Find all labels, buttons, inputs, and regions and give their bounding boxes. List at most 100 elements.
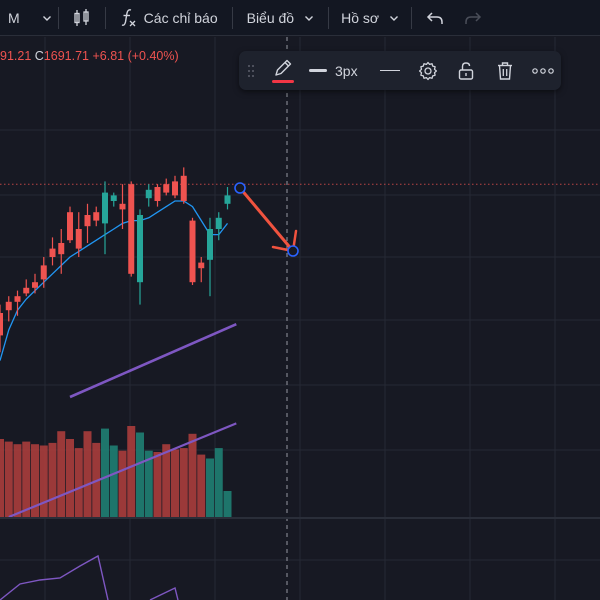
pencil-icon	[275, 59, 292, 76]
volume-bar	[22, 441, 31, 517]
volume-bar	[31, 444, 39, 517]
volume-bar	[13, 444, 22, 517]
candle-body	[224, 195, 231, 204]
toolbar-divider	[57, 6, 59, 29]
candle-body	[40, 265, 47, 280]
line-width-icon	[309, 69, 327, 72]
volume-bar	[0, 439, 4, 517]
undo-icon	[427, 11, 443, 24]
slow-ma-line	[69, 323, 237, 399]
toolbar-divider	[104, 6, 106, 29]
redo-button[interactable]	[454, 0, 492, 36]
candle-body	[32, 282, 38, 288]
candle-body	[163, 184, 170, 193]
line-width-label: 3px	[335, 62, 358, 79]
volume-bar	[153, 452, 162, 517]
candle-body	[119, 203, 126, 210]
candle-body	[58, 243, 65, 255]
line-width-button[interactable]: 3px	[309, 51, 363, 90]
drag-handle[interactable]	[243, 51, 259, 90]
chevron-down-icon	[390, 15, 399, 21]
trend-line[interactable]	[238, 186, 295, 253]
indicators-button[interactable]: Các chỉ báo	[106, 0, 232, 36]
volume-bar	[48, 442, 57, 517]
drawing-toolbar: 3px	[239, 51, 561, 90]
volume-bar	[136, 432, 144, 517]
delete-button[interactable]	[491, 51, 519, 90]
volume-bar	[74, 448, 83, 517]
volume-bar	[4, 441, 13, 517]
legend-open-partial: 91.21	[0, 49, 32, 63]
line-style-icon	[380, 69, 400, 72]
volume-bars	[0, 426, 232, 517]
price-chart[interactable]	[0, 37, 600, 600]
drag-grip-icon	[248, 64, 254, 77]
candles	[0, 167, 231, 353]
volume-bar	[214, 448, 223, 517]
volume-bar	[109, 445, 118, 517]
interval-button[interactable]: M	[0, 0, 58, 36]
volume-bar	[101, 428, 109, 517]
legend-change: +6.81	[92, 49, 125, 63]
legend-change-pct: (+0.40%)	[127, 49, 179, 63]
volume-bar	[118, 450, 127, 517]
candle-body	[14, 296, 21, 302]
settings-button[interactable]	[414, 51, 442, 90]
volume-bar	[188, 433, 197, 517]
chart-menu-button[interactable]: Biểu đồ	[233, 0, 328, 36]
volume-bar	[197, 454, 206, 517]
legend-close-value: 1691.71	[43, 49, 89, 63]
candle-body	[84, 215, 91, 227]
top-toolbar: M Các chỉ báo Biểu đồ Hồ sơ	[0, 0, 600, 36]
candle-body	[23, 287, 30, 294]
toolbar-divider	[231, 6, 233, 29]
more-icon	[532, 67, 554, 74]
volume-ma-line	[8, 422, 237, 519]
candle-body	[189, 220, 196, 283]
candle-body	[137, 215, 143, 283]
more-button[interactable]	[529, 51, 557, 90]
candle-body	[180, 175, 187, 201]
toolbar-divider	[328, 6, 330, 29]
volume-bar	[179, 448, 188, 517]
chart-menu-label: Biểu đồ	[246, 9, 295, 26]
volume-bar	[162, 444, 171, 517]
volume-bar	[66, 439, 74, 517]
candle-body	[128, 184, 135, 274]
volume-bar	[171, 449, 179, 517]
oscillator-line	[0, 554, 179, 600]
unlock-icon	[458, 61, 474, 80]
ohlc-legend: 91.21 C1691.71 +6.81 (+0.40%)	[0, 49, 179, 63]
profile-menu-button[interactable]: Hồ sơ	[329, 0, 411, 36]
trend-line-drawing[interactable]	[234, 182, 299, 257]
candle-body	[67, 212, 73, 241]
chart-type-button[interactable]	[59, 0, 105, 36]
indicators-label: Các chỉ báo	[143, 9, 218, 26]
candle-body	[102, 192, 108, 224]
profile-menu-label: Hồ sơ	[341, 9, 380, 26]
trend-line-end-handle[interactable]	[287, 245, 299, 257]
gear-icon	[418, 61, 438, 80]
volume-bar	[127, 426, 136, 517]
redo-icon	[465, 11, 482, 24]
function-icon	[121, 8, 136, 26]
chevron-down-icon	[305, 15, 314, 21]
volume-bar	[39, 445, 48, 517]
interval-label: M	[8, 9, 20, 26]
candle-body	[145, 189, 152, 199]
stroke-color-button[interactable]	[267, 51, 299, 90]
candle-body	[75, 229, 82, 249]
candle-body	[49, 248, 56, 257]
undo-button[interactable]	[412, 0, 454, 36]
volume-bar	[144, 450, 153, 517]
toolbar-divider	[411, 6, 413, 29]
candle-body	[0, 313, 3, 336]
lock-button[interactable]	[452, 51, 480, 90]
candle-body	[215, 217, 222, 229]
candle-body	[93, 212, 100, 221]
line-style-button[interactable]	[375, 51, 405, 90]
volume-bar	[223, 491, 232, 517]
trend-line-start-handle[interactable]	[234, 182, 246, 194]
candlestick-chart-icon	[74, 8, 89, 26]
candle-body	[172, 181, 178, 196]
